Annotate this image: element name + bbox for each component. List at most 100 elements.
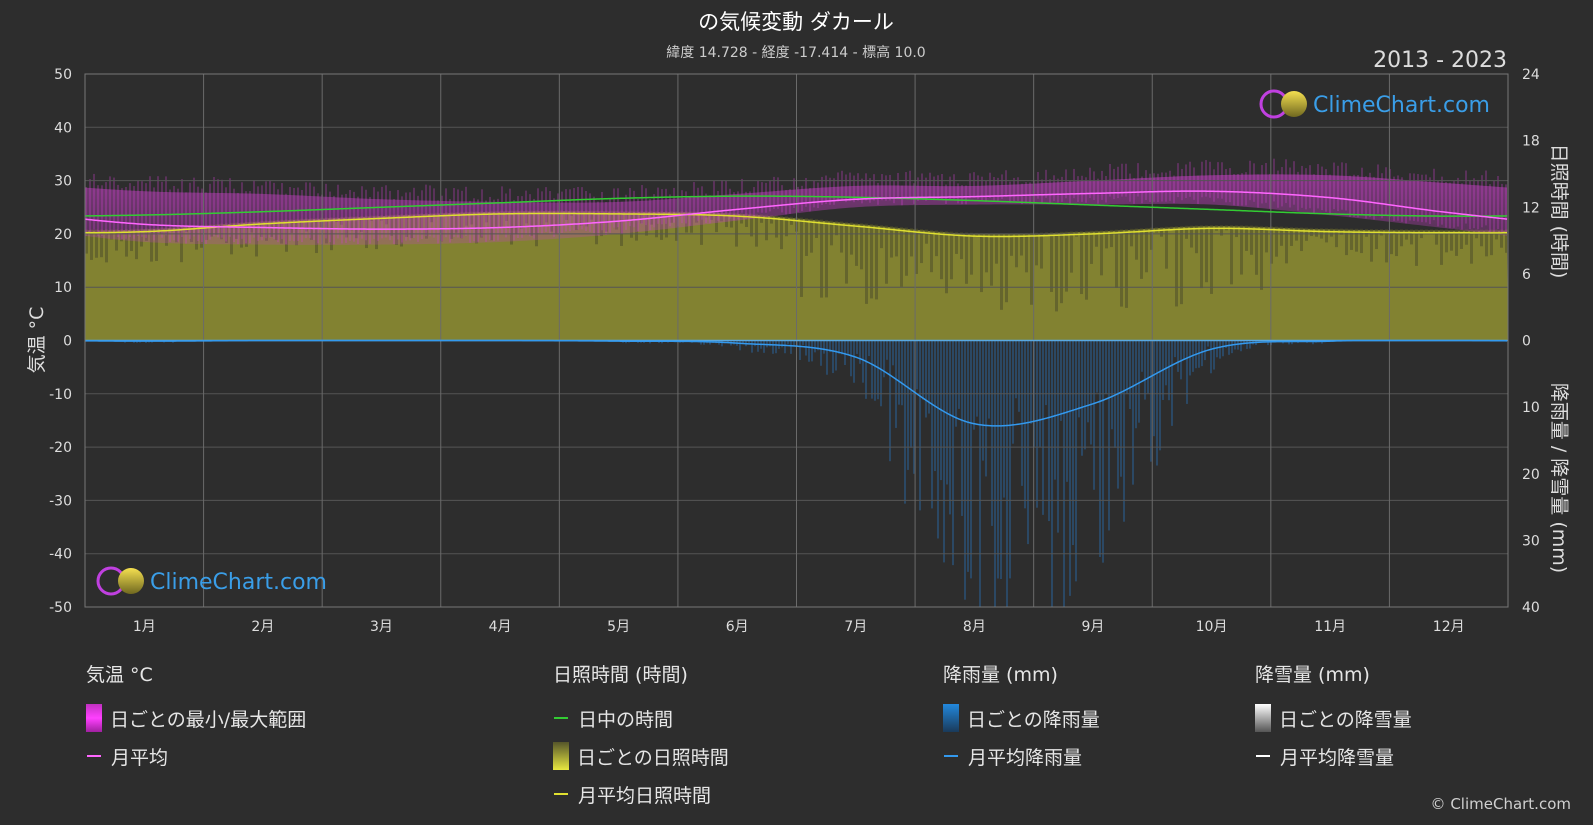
temp-day-bar (1133, 178, 1135, 204)
temp-day-bar (485, 200, 487, 242)
sunshine-day-bar (820, 219, 823, 298)
temp-day-bar (1041, 179, 1043, 203)
temp-day-bar (325, 183, 327, 239)
temp-day-bar (1325, 169, 1327, 212)
sunshine-day-bar (1490, 229, 1493, 256)
rain-day-bar (862, 340, 864, 383)
temp-day-bar (1093, 171, 1095, 200)
legend-label: 日ごとの最小/最大範囲 (110, 708, 307, 731)
sunshine-day-bar (1175, 226, 1178, 307)
sunshine-day-bar (1445, 229, 1448, 253)
temp-day-bar (1369, 172, 1371, 218)
sunshine-day-bar (1255, 225, 1258, 275)
temp-day-bar (645, 188, 647, 226)
temp-day-bar (653, 194, 655, 228)
temp-day-bar (1405, 179, 1407, 224)
temp-day-bar (265, 181, 267, 239)
temp-day-bar (885, 175, 887, 201)
temp-day-bar (961, 185, 963, 205)
sunshine-day-bar (1125, 229, 1128, 308)
temp-day-bar (1013, 177, 1015, 202)
temp-day-bar (1421, 174, 1423, 223)
rain-day-bar (1156, 340, 1158, 466)
rain-day-bar (877, 340, 879, 400)
temp-day-bar (1117, 166, 1119, 199)
gridlines (84, 73, 1509, 608)
sunshine-day-bar (1270, 226, 1273, 264)
sunshine-mean-line (84, 212, 1508, 238)
sunshine-day-bar (945, 231, 948, 294)
temp-day-bar (297, 187, 299, 241)
copyright: © ClimeChart.com (1430, 795, 1571, 813)
temp-day-bar (1461, 183, 1463, 230)
temp-day-bar (1433, 168, 1435, 221)
temp-day-bar (229, 178, 231, 237)
temp-day-bar (765, 182, 767, 213)
y-right-precip-tick-label: 20 (1522, 467, 1540, 483)
rain-day-bar (1144, 340, 1146, 400)
temp-day-bar (585, 190, 587, 231)
temp-day-bar (1173, 175, 1175, 204)
temp-day-bar (1385, 167, 1387, 216)
sunshine-day-bar (1345, 228, 1348, 256)
temp-day-bar (657, 187, 659, 224)
sunshine-day-bar (975, 232, 978, 237)
rain-day-bar (1240, 340, 1242, 352)
temp-day-bar (1477, 179, 1479, 230)
legend-label: 月平均降雨量 (968, 746, 1083, 769)
temp-mean-swatch (87, 755, 101, 757)
rain-day-bar (1138, 340, 1140, 423)
sunshine-day-bar (105, 229, 108, 263)
sunshine-day-bar (1010, 233, 1013, 256)
temp-day-bar (925, 177, 927, 201)
rain-day-bar (1096, 340, 1098, 393)
rain-day-bar (1222, 340, 1224, 357)
temp-day-bar (1309, 165, 1311, 209)
x-tick-label: 12月 (1433, 619, 1465, 635)
rain-day-bar (1147, 340, 1149, 394)
temp-day-bar (1393, 176, 1395, 221)
y-right-sunshine-tick-label: 6 (1522, 267, 1531, 283)
sunshine-day-bar (1115, 229, 1118, 288)
temp-day-bar (421, 190, 423, 240)
temp-day-bar (625, 194, 627, 230)
temp-day-bar (205, 192, 207, 244)
legend-group-temperature: 気温 °C 日ごとの最小/最大範囲 月平均 (86, 660, 306, 775)
temp-day-bar (1025, 182, 1027, 204)
temp-day-bar (317, 193, 319, 244)
temp-day-bar (1445, 181, 1447, 228)
sunshine-day-bar (885, 225, 888, 284)
sunshine-day-bar (905, 227, 908, 276)
sunshine-day-bar (115, 229, 118, 251)
sunshine-day-bar (745, 213, 748, 228)
rain-day-bar (1042, 340, 1044, 515)
rain-day-bar (1099, 340, 1101, 558)
rain-day-bar (703, 340, 705, 345)
sunshine-day-bar (910, 228, 913, 257)
temp-day-bar (1209, 161, 1211, 198)
temp-day-bar (145, 183, 147, 238)
temp-day-bar (437, 200, 439, 244)
sunshine-day-bar (980, 232, 983, 293)
temp-day-bar (1297, 171, 1299, 211)
temp-day-bar (573, 188, 575, 231)
temp-day-bar (481, 189, 483, 237)
rain-day-bar (1021, 340, 1023, 486)
temp-day-bar (841, 170, 843, 201)
rain-day-bar (784, 340, 786, 354)
rain-day-bar (1180, 340, 1182, 380)
temp-day-bar (1397, 175, 1399, 221)
sunshine-day-bar (1060, 231, 1063, 304)
axes: 50 40 30 20 10 0 -10 -20 -30 -40 -50 24 18 12 6 0 10 20 30… (49, 67, 1540, 635)
temp-day-bar (193, 177, 195, 237)
sunshine-day-bar (880, 225, 883, 249)
sunshine-day-bar (1025, 232, 1028, 273)
sunshine-day-bar (1485, 229, 1488, 257)
x-tick-label: 1月 (133, 619, 156, 635)
temp-day-bar (533, 198, 535, 239)
rain-day-bar (1036, 340, 1038, 508)
temp-day-bar (873, 174, 875, 201)
sunshine-day-bar (1035, 232, 1038, 266)
sunshine-day-bar (1210, 225, 1213, 294)
temp-day-bar (665, 188, 667, 224)
